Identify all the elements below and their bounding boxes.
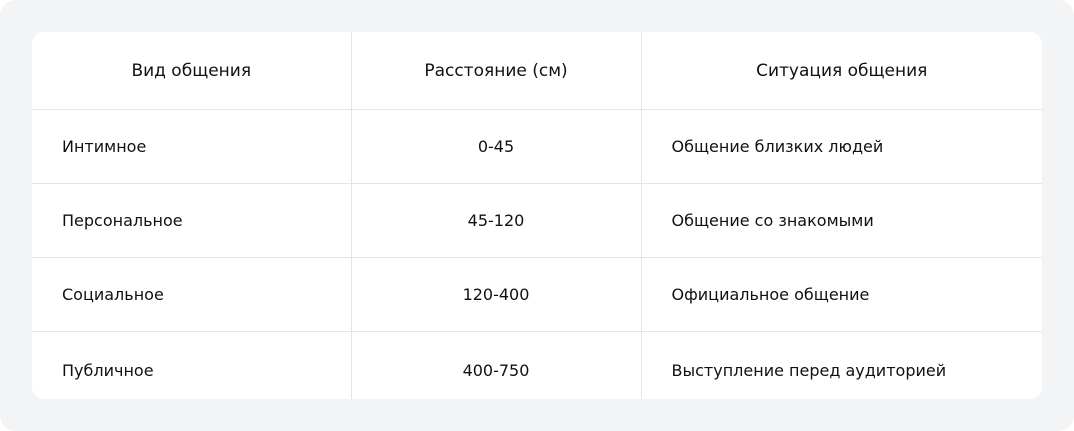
cell-situation: Официальное общение bbox=[640, 257, 1042, 332]
header-distance: Расстояние (см) bbox=[350, 32, 641, 110]
cell-situation: Выступление перед аудиторией bbox=[640, 331, 1042, 399]
cell-situation: Общение со знакомыми bbox=[640, 183, 1042, 258]
cell-situation: Общение близких людей bbox=[640, 109, 1042, 184]
cell-type: Социальное bbox=[32, 257, 351, 332]
header-situation: Ситуация общения bbox=[640, 32, 1042, 110]
table-row: Публичное 400-750 Выступление перед ауди… bbox=[32, 331, 1042, 399]
cell-distance: 0-45 bbox=[350, 109, 641, 184]
cell-distance: 45-120 bbox=[350, 183, 641, 258]
cell-type: Публичное bbox=[62, 360, 154, 380]
communication-distance-table: Вид общения Расстояние (см) Ситуация общ… bbox=[32, 32, 1042, 399]
cell-type: Персональное bbox=[32, 183, 351, 258]
cell-type: Интимное bbox=[32, 109, 351, 184]
header-type: Вид общения bbox=[32, 32, 351, 110]
table-row: Интимное 0-45 Общение близких людей bbox=[32, 109, 1042, 184]
cell-distance: 120-400 bbox=[350, 257, 641, 332]
table-row: Персональное 45-120 Общение со знакомыми bbox=[32, 183, 1042, 258]
cell-distance: 400-750 bbox=[350, 331, 641, 399]
table-row: Социальное 120-400 Официальное общение bbox=[32, 257, 1042, 332]
table-header-row: Вид общения Расстояние (см) Ситуация общ… bbox=[32, 32, 1042, 110]
table-card: Вид общения Расстояние (см) Ситуация общ… bbox=[32, 32, 1042, 399]
